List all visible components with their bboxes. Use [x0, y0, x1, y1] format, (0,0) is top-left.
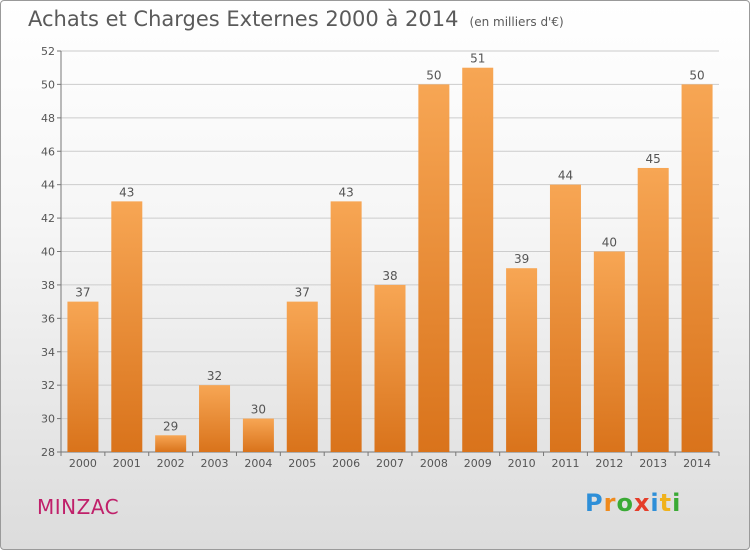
value-label-2009: 51: [470, 52, 485, 66]
bars: [67, 67, 713, 453]
value-label-2010: 39: [514, 252, 529, 266]
x-tick-label-2009: 2009: [464, 457, 492, 470]
x-tick-label-2000: 2000: [69, 457, 97, 470]
bar-2008: [418, 84, 450, 453]
value-label-2000: 37: [75, 286, 90, 300]
value-label-2002: 29: [163, 419, 178, 433]
logo-letter: t: [659, 489, 673, 517]
y-tick-label: 28: [41, 446, 55, 459]
value-label-2008: 50: [426, 68, 441, 82]
bar-2013: [637, 167, 669, 453]
bar-2014: [681, 84, 713, 453]
logo-letter: x: [633, 489, 651, 517]
x-tick-label-2010: 2010: [508, 457, 536, 470]
bar-2006: [330, 201, 362, 452]
x-tick-label-2005: 2005: [288, 457, 316, 470]
bar-2007: [374, 284, 406, 452]
x-tick-label-2011: 2011: [551, 457, 579, 470]
y-tick-label: 50: [41, 78, 55, 91]
value-label-2007: 38: [382, 269, 397, 283]
logo-letter: r: [603, 489, 617, 517]
value-label-2014: 50: [689, 68, 704, 82]
logo-letter: i: [672, 489, 682, 517]
title-text: Achats et Charges Externes 2000 à 2014: [28, 7, 459, 31]
y-tick-label: 52: [41, 45, 55, 58]
bar-2012: [593, 251, 625, 452]
y-tick-label: 46: [41, 145, 55, 158]
x-tick-label-2001: 2001: [113, 457, 141, 470]
value-label-2005: 37: [295, 286, 310, 300]
bar-2001: [111, 201, 143, 452]
bar-2005: [286, 301, 318, 452]
proxiti-logo: Proxiti: [585, 489, 681, 517]
y-tick-label: 30: [41, 413, 55, 426]
value-label-2003: 32: [207, 369, 222, 383]
y-tick-label: 48: [41, 112, 55, 125]
y-tick-label: 40: [41, 246, 55, 259]
logo-letter: P: [585, 489, 604, 517]
x-tick-label-2007: 2007: [376, 457, 404, 470]
bar-2003: [199, 385, 231, 452]
x-tick-label-2012: 2012: [595, 457, 623, 470]
bar-2011: [549, 184, 581, 452]
x-tick-label-2008: 2008: [420, 457, 448, 470]
x-tick-label-2006: 2006: [332, 457, 360, 470]
bar-2009: [462, 67, 494, 452]
y-tick-label: 42: [41, 212, 55, 225]
x-tick-label-2013: 2013: [639, 457, 667, 470]
y-tick-label: 38: [41, 279, 55, 292]
value-label-2001: 43: [119, 185, 134, 199]
chart-title: Achats et Charges Externes 2000 à 2014 (…: [28, 7, 564, 31]
x-tick-label-2003: 2003: [201, 457, 229, 470]
y-tick-label: 36: [41, 312, 55, 325]
value-label-2013: 45: [646, 152, 661, 166]
x-tick-label-2004: 2004: [244, 457, 272, 470]
value-label-2011: 44: [558, 169, 573, 183]
y-tick-label: 44: [41, 179, 55, 192]
bar-2004: [242, 418, 274, 452]
labels: 28 30 32 34 36 38 40 42 44 46 48 50 52 37 2000 43 2001 29…: [41, 45, 711, 470]
value-label-2006: 43: [338, 185, 353, 199]
bar-2002: [155, 435, 187, 452]
x-tick-label-2002: 2002: [157, 457, 185, 470]
bar-2000: [67, 301, 99, 452]
y-tick-label: 34: [41, 346, 55, 359]
bar-2010: [506, 268, 538, 452]
y-tick-label: 32: [41, 379, 55, 392]
logo-letter: o: [616, 489, 634, 517]
commune-name: MINZAC: [37, 495, 120, 519]
unit-text: (en milliers d'€): [469, 15, 564, 29]
value-label-2012: 40: [602, 236, 617, 250]
x-tick-label-2014: 2014: [683, 457, 711, 470]
value-label-2004: 30: [251, 403, 266, 417]
logo-letter: i: [650, 489, 660, 517]
